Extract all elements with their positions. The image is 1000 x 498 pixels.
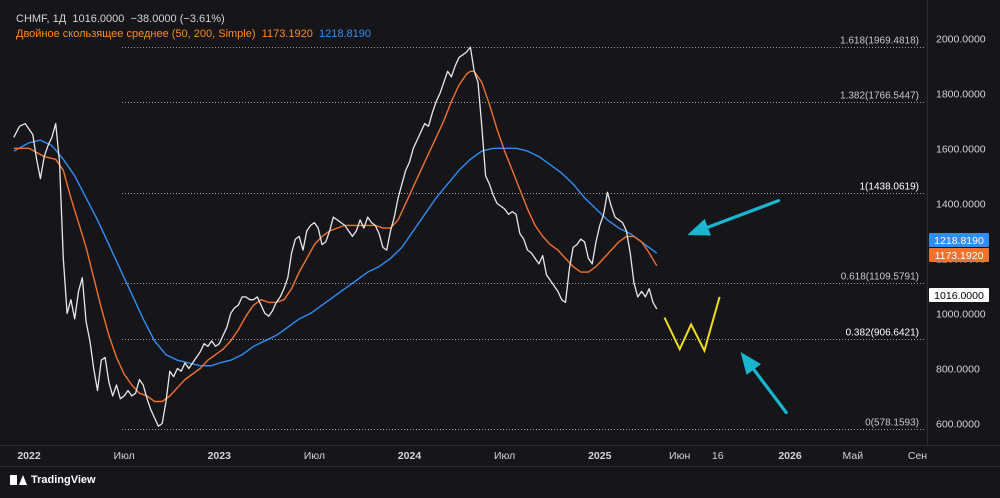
series-line-ma-fast — [13, 70, 658, 403]
x-axis[interactable]: 2022 Июл 2023 Июл 2024 Июл 2025 Июн 16 2026 Май Сен — [17, 450, 927, 462]
price-label-box — [929, 288, 989, 302]
x-tick-label: 2023 — [208, 450, 232, 462]
x-tick-label: 2022 — [17, 450, 41, 462]
fib-level-label: 0.382(906.6421) — [846, 328, 919, 339]
x-tick-label: 2025 — [588, 450, 612, 462]
price-change: −38.0000 (−3.61%) — [130, 13, 225, 25]
x-tick-label: 2026 — [778, 450, 802, 462]
projection-w-pattern — [663, 296, 721, 354]
fib-level-label: 0.618(1109.5791) — [841, 272, 919, 283]
y-tick-label: 1000.0000 — [936, 308, 986, 320]
fib-level-label: 1(1438.0619) — [860, 182, 920, 193]
tradingview-logo[interactable]: TradingView — [10, 474, 96, 486]
price-label-box — [929, 233, 989, 247]
logo-text: TradingView — [31, 474, 96, 486]
ma-slow-value: 1218.8190 — [318, 28, 371, 40]
fib-level-label: 0(578.1593) — [865, 418, 919, 429]
price-label-text: 1016.0000 — [934, 290, 984, 302]
y-tick-label: 1800.0000 — [936, 88, 986, 100]
y-tick-label: 1600.0000 — [936, 143, 986, 155]
price-label-text: 1218.8190 — [934, 235, 984, 247]
price-label-text: 1173.1920 — [935, 250, 984, 262]
series-line-ma-slow — [13, 139, 658, 367]
annotation-layer — [663, 199, 788, 415]
fib-level-label: 1.382(1766.5447) — [840, 91, 919, 102]
x-tick-label: Июн — [669, 450, 690, 462]
y-tick-label: 600.0000 — [936, 418, 980, 430]
series-layer — [13, 46, 658, 427]
y-tick-label: 800.0000 — [936, 363, 980, 375]
chart-legend: CHMF, 1Д 1016.0000 −38.0000 (−3.61%) Дво… — [16, 12, 371, 42]
arrow-head — [740, 351, 761, 375]
ma-fast-value: 1173.1920 — [261, 28, 313, 40]
symbol-row[interactable]: CHMF, 1Д 1016.0000 −38.0000 (−3.61%) — [16, 12, 371, 27]
series-line-price — [13, 46, 658, 427]
fibonacci-levels: 1.618(1969.4818) 1.382(1766.5447) 1(1438.0… — [122, 36, 925, 430]
indicator-name: Двойное скользящее среднее (50, 200, Sim… — [16, 28, 256, 40]
symbol-label: CHMF, 1Д — [16, 13, 67, 25]
y-tick-label: 2000.0000 — [936, 33, 986, 45]
indicator-row[interactable]: Двойное скользящее среднее (50, 200, Sim… — [16, 27, 371, 42]
x-tick-label: Июл — [494, 450, 515, 462]
x-tick-label: Май — [843, 450, 864, 462]
fib-level-label: 1.618(1969.4818) — [840, 36, 919, 47]
y-tick-label: 1400.0000 — [936, 198, 986, 210]
last-price: 1016.0000 — [72, 13, 125, 25]
x-tick-label: Июл — [304, 450, 325, 462]
tradingview-logo-icon — [10, 475, 27, 485]
arrow-head — [687, 218, 712, 236]
price-labels: 1218.8190 1173.1920 1016.0000 — [929, 233, 989, 302]
x-tick-label: 16 — [712, 450, 724, 462]
x-tick-label: Сен — [908, 450, 927, 462]
price-label-box — [929, 248, 989, 262]
arrow-shaft — [752, 367, 788, 415]
x-tick-label: Июл — [113, 450, 134, 462]
arrow-shaft — [706, 199, 781, 229]
x-tick-label: 2024 — [398, 450, 422, 462]
